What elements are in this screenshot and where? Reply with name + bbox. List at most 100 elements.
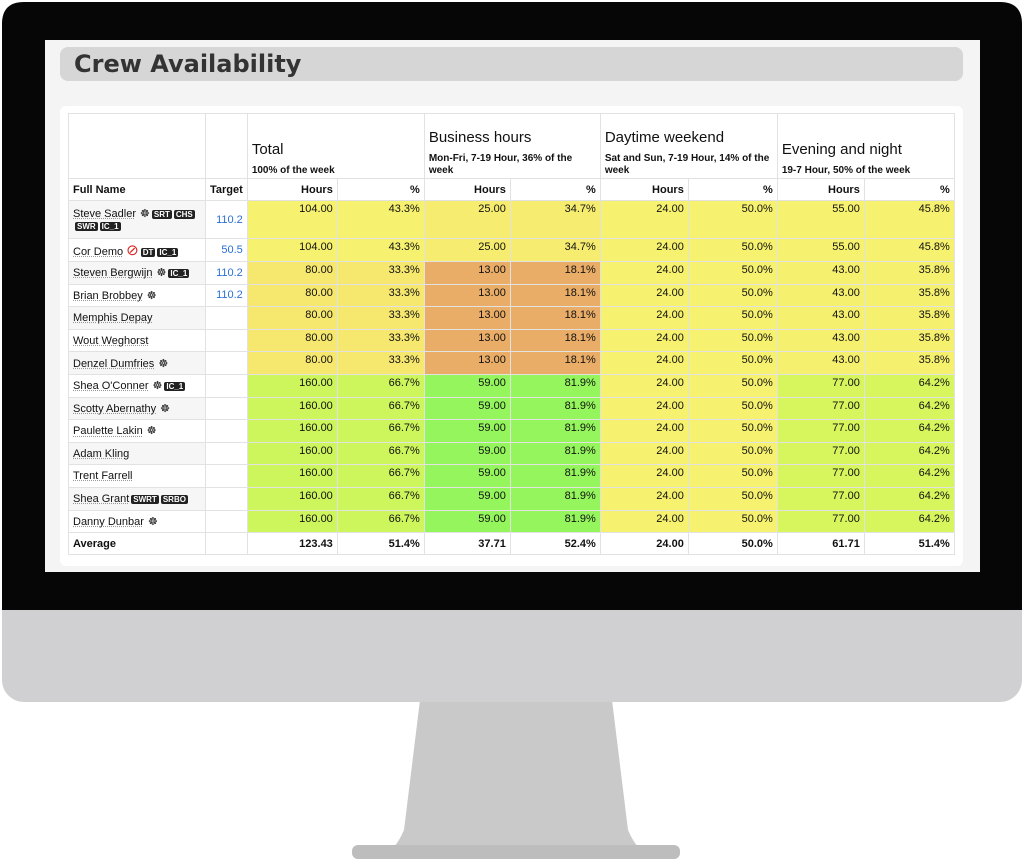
hours-cell: 80.00 — [246, 283, 338, 308]
percent-cell: 18.1% — [509, 351, 601, 375]
hours-cell: 59.00 — [423, 396, 511, 421]
name-cell: Danny Dunbar ☸ — [68, 509, 206, 534]
data-row: Denzel Dumfries ☸ 80.00 33.3% 13.00 18.1% 24.0… — [68, 351, 955, 375]
badge: CHS — [173, 210, 195, 219]
hours-cell: 24.00 — [599, 261, 689, 285]
crew-name: Danny Dunbar — [73, 515, 144, 528]
crew-name: Wout Weghorst — [73, 334, 149, 347]
name-cell: Shea Grant SWRT SRBO — [68, 486, 206, 511]
data-row: Cor Demo ⊘ DT IC_1 50.5 104.00 43.3% 25.00 34.7%… — [68, 238, 955, 262]
wheel-icon: ☸ — [146, 425, 157, 438]
group-subtitle: Sat and Sun, 7-19 Hour, 14% of the week — [604, 153, 770, 176]
average-cell: 50.0% — [687, 532, 778, 556]
hours-cell: 43.00 — [776, 328, 865, 353]
hours-cell: 24.00 — [599, 396, 689, 421]
hours-cell: 59.00 — [423, 373, 511, 398]
column-header: Hours — [246, 178, 338, 201]
column-header: % — [509, 178, 601, 201]
hours-cell: 77.00 — [776, 486, 865, 511]
average-cell: 123.43 — [246, 532, 338, 556]
hours-cell: 24.00 — [599, 283, 689, 308]
badge: IC_1 — [157, 248, 179, 257]
hours-cell: 80.00 — [246, 306, 338, 330]
name-cell: Cor Demo ⊘ DT IC_1 — [68, 238, 206, 262]
blank — [205, 113, 248, 179]
hours-cell: 59.00 — [423, 486, 511, 511]
percent-cell: 66.7% — [336, 441, 425, 466]
badge: IC_1 — [99, 222, 121, 231]
percent-cell: 33.3% — [336, 283, 425, 308]
column-header: Hours — [776, 178, 865, 201]
percent-cell: 33.3% — [336, 328, 425, 353]
badge: SWRT — [131, 494, 159, 504]
percent-cell: 50.0% — [687, 419, 778, 443]
data-row: Brian Brobbey ☸ 110.2 80.00 33.3% 13.00 18.1% 2… — [68, 283, 955, 308]
crew-name: Trent Farrell — [73, 470, 133, 483]
blank — [68, 113, 206, 179]
hours-cell: 24.00 — [599, 441, 689, 466]
percent-cell: 50.0% — [687, 261, 778, 285]
hours-cell: 13.00 — [423, 328, 511, 353]
badge: IC_1 — [168, 269, 190, 279]
target-cell — [205, 351, 248, 375]
crew-name: Adam Kling — [73, 447, 130, 460]
hours-cell: 24.00 — [599, 419, 689, 443]
hours-cell: 160.00 — [246, 373, 338, 398]
crew-name: Steve Sadler — [73, 208, 136, 220]
average-cell: 51.4% — [336, 532, 425, 556]
percent-cell: 35.8% — [863, 306, 955, 330]
percent-cell: 66.7% — [336, 464, 425, 488]
data-row: Paulette Lakin ☸ 160.00 66.7% 59.00 81.9% 24.0… — [68, 419, 955, 443]
hours-cell: 24.00 — [599, 373, 689, 398]
stand-base — [352, 845, 680, 859]
wheel-icon: ☸ — [160, 402, 171, 415]
percent-cell: 81.9% — [509, 396, 601, 421]
percent-cell: 66.7% — [336, 373, 425, 398]
group-title: Total — [251, 141, 284, 158]
badge: SRT — [151, 210, 172, 219]
percent-cell: 43.3% — [336, 238, 425, 262]
name-cell: Paulette Lakin ☸ — [68, 419, 206, 443]
group-header: Daytime weekend Sat and Sun, 7-19 Hour, 1… — [599, 113, 778, 179]
percent-cell: 34.7% — [509, 238, 601, 262]
target-cell — [205, 396, 248, 421]
name-cell: Adam Kling — [68, 441, 206, 466]
percent-cell: 45.8% — [863, 238, 955, 262]
hours-cell: 43.00 — [776, 283, 865, 308]
percent-cell: 64.2% — [863, 509, 955, 534]
target-cell — [205, 328, 248, 353]
hours-cell: 24.00 — [599, 464, 689, 488]
data-row: Steve Sadler ☸ SRT CHS SWR IC_1 110.2 104.00 43.… — [68, 200, 955, 239]
percent-cell: 50.0% — [687, 328, 778, 353]
crew-name: Cor Demo — [73, 246, 124, 258]
hours-cell: 24.00 — [599, 200, 689, 239]
hours-cell: 55.00 — [776, 200, 865, 239]
target-cell — [205, 464, 248, 488]
percent-cell: 50.0% — [687, 373, 778, 398]
hours-cell: 59.00 — [423, 419, 511, 443]
data-row: Scotty Abernathy ☸ 160.00 66.7% 59.00 81.9% 24… — [68, 396, 955, 421]
percent-cell: 81.9% — [509, 373, 601, 398]
average-cell: 24.00 — [599, 532, 689, 556]
percent-cell: 50.0% — [687, 238, 778, 262]
group-header: Business hours Mon-Fri, 7-19 Hour, 36% of… — [423, 113, 601, 179]
hours-cell: 59.00 — [423, 464, 511, 488]
group-row: Total 100% of the week Business hours Mon-F… — [68, 113, 955, 179]
hours-cell: 25.00 — [423, 238, 511, 262]
name-cell: Memphis Depay — [68, 306, 206, 330]
hours-cell: 160.00 — [246, 486, 338, 511]
hours-cell: 43.00 — [776, 351, 865, 375]
percent-cell: 35.8% — [863, 283, 955, 308]
target-cell — [205, 306, 248, 330]
percent-cell: 64.2% — [863, 419, 955, 443]
hours-cell: 160.00 — [246, 441, 338, 466]
hours-cell: 24.00 — [599, 328, 689, 353]
column-row: Full Name Target Hours% Hours% Hours% Hours% — [68, 178, 955, 201]
wheel-icon: ☸ — [146, 289, 157, 302]
hours-cell: 77.00 — [776, 509, 865, 534]
percent-cell: 66.7% — [336, 509, 425, 534]
crew-name: Brian Brobbey — [73, 289, 143, 302]
hours-cell: 24.00 — [599, 351, 689, 375]
hours-cell: 77.00 — [776, 464, 865, 488]
